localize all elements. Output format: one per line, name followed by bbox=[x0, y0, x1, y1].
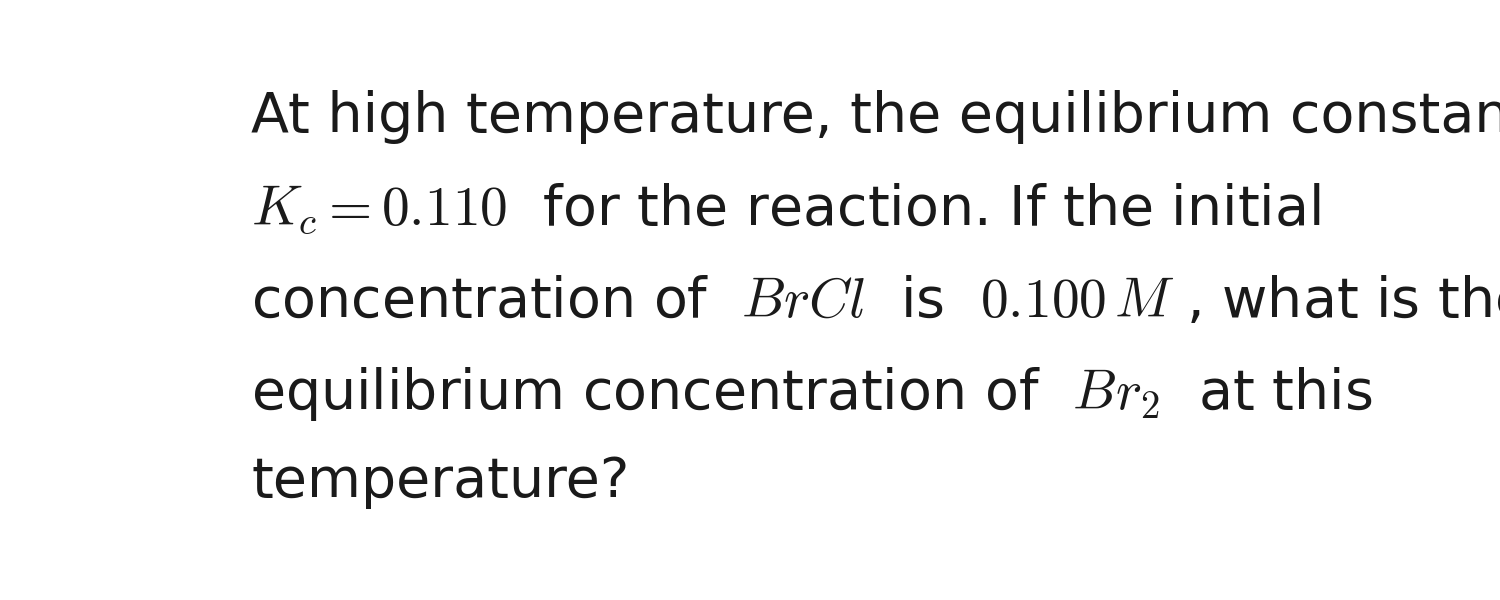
Text: equilibrium concentration of  $\mathit{Br_2}$  at this: equilibrium concentration of $\mathit{Br… bbox=[252, 365, 1372, 423]
Text: At high temperature, the equilibrium constant: At high temperature, the equilibrium con… bbox=[252, 90, 1500, 144]
Text: temperature?: temperature? bbox=[252, 455, 630, 509]
Text: concentration of  $\mathit{BrCl}$  is  $0.100\,M$ , what is the: concentration of $\mathit{BrCl}$ is $0.1… bbox=[252, 275, 1500, 329]
Text: $K_c = 0.110$  for the reaction. If the initial: $K_c = 0.110$ for the reaction. If the i… bbox=[252, 182, 1322, 236]
